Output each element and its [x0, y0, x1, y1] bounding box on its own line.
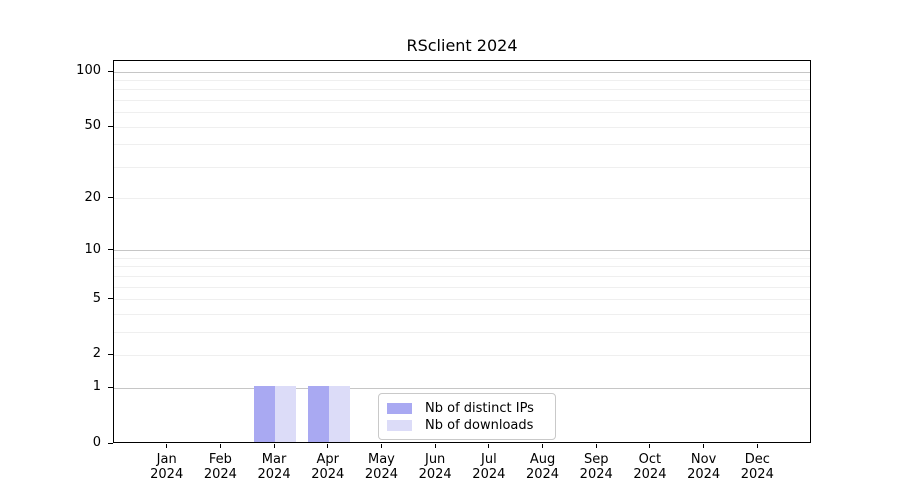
- y-tick-mark-0: [108, 442, 113, 444]
- x-tick-year: 2024: [633, 467, 667, 482]
- y-tick-label-5: 5: [92, 290, 101, 306]
- x-tick-mark-apr: [327, 444, 329, 448]
- y-tick-label-20: 20: [84, 189, 101, 205]
- bar-mar-distinct-ips: [254, 386, 275, 442]
- y-tick-mark-5: [108, 298, 113, 300]
- y-tick-mark-50: [108, 125, 113, 127]
- x-tick-label-aug: Aug 2024: [511, 452, 575, 482]
- gridline-90: [114, 80, 810, 82]
- gridline-9: [114, 257, 810, 259]
- gridline-40: [114, 144, 810, 146]
- x-tick-mark-may: [380, 444, 382, 448]
- y-tick-mark-10: [108, 249, 113, 251]
- x-tick-month: Apr: [316, 452, 340, 467]
- x-tick-year: 2024: [418, 467, 452, 482]
- y-tick-label-0: 0: [92, 435, 101, 450]
- x-tick-year: 2024: [525, 467, 560, 482]
- gridline-10: [114, 250, 810, 252]
- x-tick-mark-jun: [434, 444, 436, 448]
- x-tick-month: Jun: [424, 452, 446, 467]
- x-tick-year: 2024: [311, 467, 345, 482]
- bar-apr-downloads: [329, 386, 350, 442]
- x-tick-month: Sep: [583, 452, 609, 467]
- gridline-50: [114, 126, 810, 128]
- y-tick-label-100: 100: [76, 63, 101, 79]
- y-tick-mark-1: [108, 386, 113, 388]
- legend-item-distinct-ips: Nb of distinct IPs: [387, 401, 545, 416]
- x-tick-label-feb: Feb 2024: [188, 452, 252, 482]
- gridline-8: [114, 266, 810, 268]
- x-tick-mark-feb: [219, 444, 221, 448]
- x-tick-year: 2024: [203, 467, 237, 482]
- gridline-60: [114, 112, 810, 114]
- x-tick-mark-jan: [166, 444, 168, 448]
- gridline-20: [114, 198, 810, 200]
- y-tick-mark-2: [108, 353, 113, 355]
- legend-item-downloads: Nb of downloads: [387, 418, 545, 433]
- gridline-7: [114, 275, 810, 277]
- x-tick-year: 2024: [257, 467, 291, 482]
- x-tick-label-apr: Apr 2024: [296, 452, 360, 482]
- x-tick-month: Aug: [529, 452, 556, 467]
- gridline-3: [114, 331, 810, 333]
- gridline-5: [114, 299, 810, 301]
- gridline-1: [114, 387, 810, 389]
- x-tick-month: Mar: [261, 452, 287, 467]
- x-tick-label-jan: Jan 2024: [135, 452, 199, 482]
- x-tick-year: 2024: [364, 467, 398, 482]
- legend-swatch-distinct-ips: [387, 403, 412, 414]
- gridline-100: [114, 71, 810, 73]
- y-tick-mark-20: [108, 197, 113, 199]
- x-tick-label-nov: Nov 2024: [672, 452, 736, 482]
- gridline-30: [114, 166, 810, 168]
- x-tick-mark-nov: [703, 444, 705, 448]
- x-tick-label-dec: Dec 2024: [725, 452, 789, 482]
- gridline-80: [114, 89, 810, 91]
- legend: Nb of distinct IPs Nb of downloads: [378, 393, 556, 440]
- y-tick-label-2: 2: [92, 346, 101, 362]
- y-tick-label-10: 10: [84, 241, 101, 257]
- x-tick-label-jun: Jun 2024: [403, 452, 467, 482]
- gridline-6: [114, 286, 810, 288]
- x-tick-month: Nov: [690, 452, 717, 467]
- plot-area: [113, 60, 811, 443]
- gridline-2: [114, 354, 810, 356]
- y-tick-label-50: 50: [84, 118, 101, 134]
- x-tick-mark-jul: [488, 444, 490, 448]
- gridline-4: [114, 313, 810, 315]
- bar-apr-distinct-ips: [308, 386, 329, 442]
- y-tick-mark-100: [108, 70, 113, 72]
- x-tick-mark-dec: [756, 444, 758, 448]
- x-tick-month: Feb: [208, 452, 232, 467]
- x-tick-label-sep: Sep 2024: [564, 452, 628, 482]
- x-tick-label-oct: Oct 2024: [618, 452, 682, 482]
- x-tick-year: 2024: [579, 467, 613, 482]
- x-tick-mark-mar: [273, 444, 275, 448]
- legend-label-distinct-ips: Nb of distinct IPs: [425, 401, 534, 416]
- x-tick-year: 2024: [740, 467, 774, 482]
- x-tick-label-jul: Jul 2024: [457, 452, 521, 482]
- x-tick-mark-oct: [649, 444, 651, 448]
- x-tick-month: Dec: [744, 452, 770, 467]
- x-tick-mark-sep: [595, 444, 597, 448]
- x-tick-mark-aug: [542, 444, 544, 448]
- x-tick-year: 2024: [150, 467, 184, 482]
- x-tick-month: May: [368, 452, 395, 467]
- x-tick-month: Jul: [481, 452, 497, 467]
- x-tick-year: 2024: [472, 467, 506, 482]
- x-tick-month: Jan: [156, 452, 177, 467]
- gridline-70: [114, 100, 810, 102]
- legend-label-downloads: Nb of downloads: [425, 418, 534, 433]
- legend-swatch-downloads: [387, 420, 412, 431]
- x-tick-month: Oct: [638, 452, 662, 467]
- y-tick-label-1: 1: [92, 379, 101, 395]
- x-tick-year: 2024: [687, 467, 721, 482]
- bar-mar-downloads: [275, 386, 296, 442]
- chart-title: RSclient 2024: [406, 36, 518, 55]
- x-tick-label-mar: Mar 2024: [242, 452, 306, 482]
- x-tick-label-may: May 2024: [349, 452, 413, 482]
